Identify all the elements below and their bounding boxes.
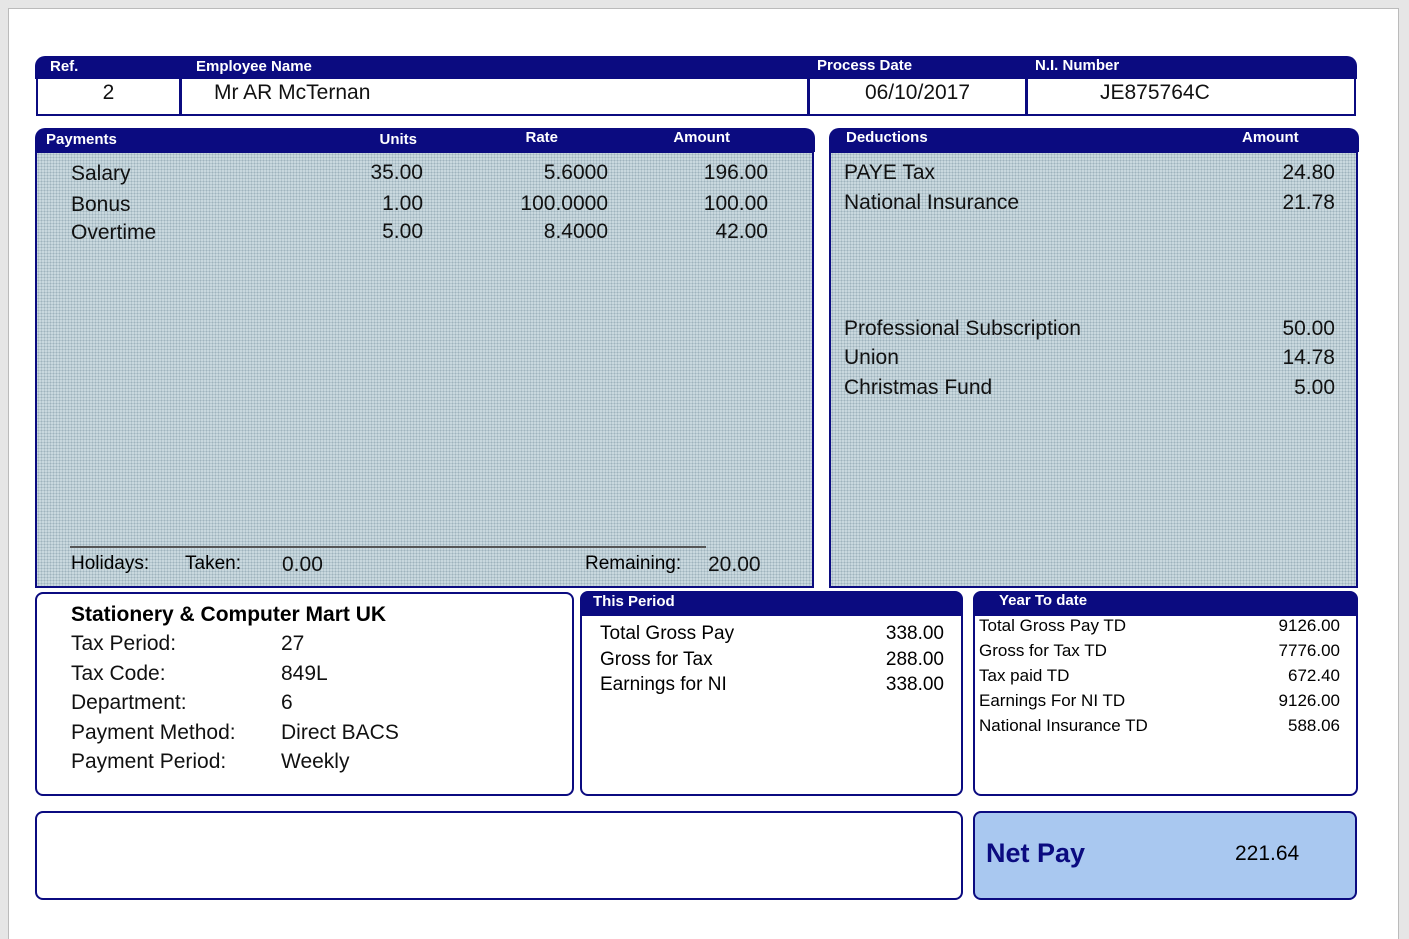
- payment-name: Salary: [71, 162, 131, 185]
- period-value: 338.00: [885, 623, 944, 644]
- employer-label: Tax Period:: [71, 632, 177, 655]
- employer-box: [35, 592, 574, 796]
- label: Payments: [46, 131, 117, 148]
- ytd-box: [973, 591, 1358, 796]
- payment-value: 5.00: [382, 220, 423, 243]
- ytd-label: Gross for Tax TD: [979, 641, 1107, 660]
- header-bar: [35, 56, 1357, 79]
- label: Process Date: [817, 57, 913, 74]
- payment-value: 100.00: [703, 192, 768, 215]
- notes-box: [35, 811, 963, 900]
- payment-name: Bonus: [71, 193, 131, 216]
- payment-name: Overtime: [71, 221, 157, 244]
- field-box: [1026, 77, 1356, 116]
- ytd-value: 9126.00: [1278, 616, 1340, 635]
- label: Ref.: [50, 58, 79, 75]
- deduction-name: Christmas Fund: [844, 376, 993, 399]
- value: 20.00: [708, 553, 761, 576]
- employer-value: 849L: [281, 661, 328, 685]
- net-pay: 221.64: [1235, 842, 1300, 865]
- employer-value: Direct BACS: [281, 720, 399, 744]
- label: Taken:: [185, 553, 241, 574]
- deduction-value: 24.80: [1282, 161, 1335, 184]
- period-label: Gross for Tax: [600, 648, 713, 670]
- employer-label: Tax Code:: [71, 661, 166, 685]
- deduction-value: 5.00: [1294, 376, 1335, 399]
- employee-name: Mr AR McTernan: [214, 81, 371, 104]
- deductions-body: [829, 151, 1358, 588]
- period-label: Earnings for NI: [600, 674, 727, 695]
- divider: [70, 546, 706, 548]
- employer-value: 6: [281, 691, 293, 714]
- employer-label: Department:: [71, 691, 187, 714]
- ytd-label: Earnings For NI TD: [979, 691, 1126, 710]
- deduction-value: 21.78: [1282, 191, 1335, 214]
- deduction-name: PAYE Tax: [844, 161, 936, 184]
- this-period-bar: [580, 591, 963, 616]
- ytd-label: Total Gross Pay TD: [979, 616, 1127, 635]
- payment-value: 8.4000: [543, 220, 608, 243]
- label: Holidays:: [71, 553, 150, 574]
- employer-label: Payment Period:: [71, 750, 227, 773]
- deductions-bar: [829, 128, 1359, 152]
- ytd-value: 9126.00: [1278, 691, 1340, 710]
- payment-value: 35.00: [370, 161, 423, 184]
- deduction-value: 50.00: [1282, 317, 1335, 340]
- deduction-name: National Insurance: [844, 191, 1020, 214]
- column-label: Rate: [525, 129, 558, 146]
- net-pay-label: Net Pay: [986, 838, 1086, 868]
- net-pay-box: [973, 811, 1357, 900]
- payment-value: 1.00: [382, 192, 423, 215]
- value: 0.00: [282, 553, 323, 576]
- employer-value: 27: [281, 632, 305, 655]
- ytd-value: 588.06: [1288, 716, 1340, 735]
- deduction-value: 14.78: [1282, 346, 1335, 369]
- payment-value: 5.6000: [543, 161, 608, 184]
- ytd-value: 7776.00: [1278, 641, 1340, 660]
- deduction-name: Professional Subscription: [844, 317, 1081, 340]
- ni-number: JE875764C: [1100, 81, 1210, 104]
- payment-value: 42.00: [715, 220, 768, 243]
- ytd-bar: [973, 591, 1358, 616]
- payments-body: [35, 151, 814, 588]
- field-box: [36, 77, 181, 116]
- period-label: Total Gross Pay: [600, 623, 735, 644]
- ref: 2: [102, 81, 115, 104]
- ytd-value: 672.40: [1288, 666, 1340, 685]
- label: Remaining:: [585, 553, 682, 574]
- column-label: Units: [379, 131, 418, 148]
- field-box: [808, 77, 1027, 116]
- column-label: Amount: [673, 129, 730, 146]
- label: N.I. Number: [1035, 57, 1120, 74]
- ytd-label: National Insurance TD: [979, 716, 1148, 735]
- payment-value: 196.00: [703, 161, 768, 184]
- label: Employee Name: [196, 58, 312, 75]
- ytd-label: Tax paid TD: [979, 666, 1070, 685]
- company: Stationery & Computer Mart UK: [71, 603, 387, 626]
- process-date: 06/10/2017: [864, 81, 971, 104]
- period-value: 288.00: [885, 648, 944, 670]
- label: Deductions: [846, 129, 928, 146]
- field-box: [180, 77, 809, 116]
- period-value: 338.00: [885, 674, 944, 695]
- payment-value: 100.0000: [520, 192, 608, 215]
- employer-label: Payment Method:: [71, 720, 236, 744]
- label: Year To date: [999, 592, 1088, 609]
- deduction-name: Union: [844, 346, 899, 369]
- payments-bar: [35, 128, 815, 152]
- employer-value: Weekly: [281, 750, 350, 773]
- label: Amount: [1242, 129, 1299, 146]
- label: This Period: [593, 593, 675, 610]
